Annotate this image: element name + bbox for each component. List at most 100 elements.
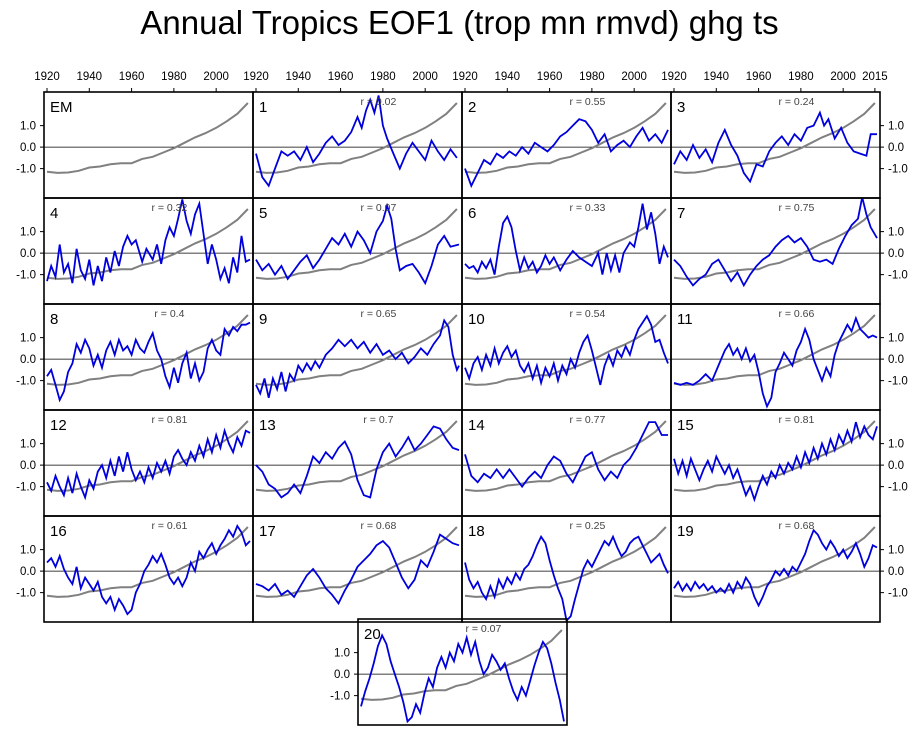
ghg-series-line (360, 629, 563, 701)
eof-series-line (255, 202, 460, 286)
y-tick-label: -1.0 (16, 270, 36, 282)
x-tick-label: 1940 (76, 71, 102, 83)
panel-lines (255, 526, 460, 606)
y-tick-label: 1.0 (334, 648, 350, 660)
panel-label: 11 (677, 311, 693, 328)
y-tick-label: -1.0 (16, 482, 36, 494)
panel-18: 18 r = 0.25 (461, 515, 672, 623)
eof-series-line (464, 421, 668, 489)
ghg-series-line (46, 314, 249, 386)
ghg-series-line (46, 102, 249, 174)
y-tick-label: 0.0 (334, 669, 350, 681)
y-tick-label: 0.0 (20, 142, 36, 154)
panel-12: 12 r = 0.81 1.0 0.0 -1.0 (16, 409, 254, 517)
y-tick-label: 1.0 (888, 121, 904, 133)
x-tick-label: 1960 (119, 71, 145, 83)
figure-title: Annual Tropics EOF1 (trop mn rmvd) ghg t… (140, 4, 779, 41)
y-tick-label: 1.0 (888, 333, 904, 345)
panel-lines (464, 203, 669, 280)
y-tick-label: 0.0 (888, 566, 904, 578)
ghg-series-line (673, 420, 876, 492)
ghg-series-line (673, 314, 876, 386)
y-tick-label: -1.0 (888, 482, 908, 494)
eof-series-line (464, 118, 669, 189)
x-tick-label: 1920 (661, 71, 687, 83)
y-tick-label: 1.0 (20, 545, 36, 557)
x-tick-label: 2000 (621, 71, 647, 83)
correlation-label: r = 0.68 (778, 520, 814, 532)
correlation-label: r = 0.77 (569, 414, 605, 426)
panel-lines (464, 526, 669, 622)
y-tick-label: 1.0 (20, 333, 36, 345)
eof-series-line (673, 315, 878, 409)
panel-label: 18 (468, 523, 485, 540)
correlation-label: r = 0.65 (360, 308, 396, 320)
x-tick-label: 1940 (285, 71, 311, 83)
x-tick-label: 1940 (703, 71, 729, 83)
eof-series-line (673, 198, 878, 288)
panel-label: 2 (468, 99, 476, 116)
panel-label: EM (50, 99, 73, 116)
panel-lines (46, 314, 251, 403)
panel-5: 5 r = 0.07 (252, 197, 463, 305)
panel-lines (464, 314, 669, 387)
panel-label: 1 (259, 99, 267, 116)
y-tick-label: -1.0 (16, 164, 36, 176)
x-tick-label: 1940 (494, 71, 520, 83)
eof-series-line (46, 321, 251, 403)
panel-14: 14 r = 0.77 (461, 409, 672, 517)
panel-lines (255, 202, 460, 286)
panel-lines (673, 420, 878, 503)
panel-label: 6 (468, 205, 476, 222)
y-tick-label: -1.0 (888, 588, 908, 600)
correlation-label: r = 0.54 (569, 308, 605, 320)
panel-label: 3 (677, 99, 685, 116)
panel-frame (252, 515, 463, 623)
panel-13: 13 r = 0.7 (252, 409, 463, 517)
panel-lines (673, 198, 878, 288)
y-tick-label: 1.0 (888, 545, 904, 557)
correlation-label: r = 0.24 (778, 96, 814, 108)
x-tick-label: 1960 (746, 71, 772, 83)
eof-series-line (255, 533, 460, 606)
panel-label: 8 (50, 311, 58, 328)
correlation-label: r = 0.55 (569, 96, 605, 108)
x-tick-label: 1980 (579, 71, 605, 83)
y-tick-label: 0.0 (888, 142, 904, 154)
x-tick-label: 1920 (243, 71, 269, 83)
x-tick-label: 1980 (370, 71, 396, 83)
eof-series-line (46, 427, 251, 501)
panel-frame (461, 91, 672, 199)
panel-label: 4 (50, 205, 58, 222)
x-tick-label: 1960 (328, 71, 354, 83)
correlation-label: r = 0.61 (151, 520, 187, 532)
eof-series-line (255, 425, 460, 499)
x-tick-label: 1980 (788, 71, 814, 83)
ghg-series-line (464, 420, 667, 492)
y-tick-label: 1.0 (888, 439, 904, 451)
ghg-series-line (464, 208, 667, 280)
x-tick-label: 1920 (452, 71, 478, 83)
correlation-label: r = 0.81 (151, 414, 187, 426)
y-tick-label: -1.0 (888, 164, 908, 176)
panel-lines (255, 314, 460, 398)
panel-label: 15 (677, 417, 694, 434)
panel-frame (461, 409, 672, 517)
y-tick-label: 0.0 (888, 248, 904, 260)
y-tick-label: -1.0 (16, 588, 36, 600)
y-tick-label: 0.0 (20, 566, 36, 578)
x-tick-label: 2000 (830, 71, 856, 83)
y-tick-label: 0.0 (20, 248, 36, 260)
correlation-label: r = 0.02 (360, 96, 396, 108)
panel-16: 16 r = 0.61 1.0 0.0 -1.0 (16, 515, 254, 623)
correlation-label: r = 0.32 (151, 202, 187, 214)
ghg-series-line (46, 526, 249, 598)
ghg-series-line (255, 208, 458, 280)
panel-17: 17 r = 0.68 (252, 515, 463, 623)
panel-label: 10 (468, 311, 485, 328)
ghg-series-line (464, 526, 667, 598)
panel-EM: EM 1.0 0.0 -1.0 1920 1940 1960 1980 2000 (16, 71, 254, 199)
x-tick-label: 1920 (34, 71, 60, 83)
panel-1: 1 r = 0.02 1920 1940 1960 1980 2000 (243, 71, 463, 199)
panel-frame (670, 197, 881, 305)
